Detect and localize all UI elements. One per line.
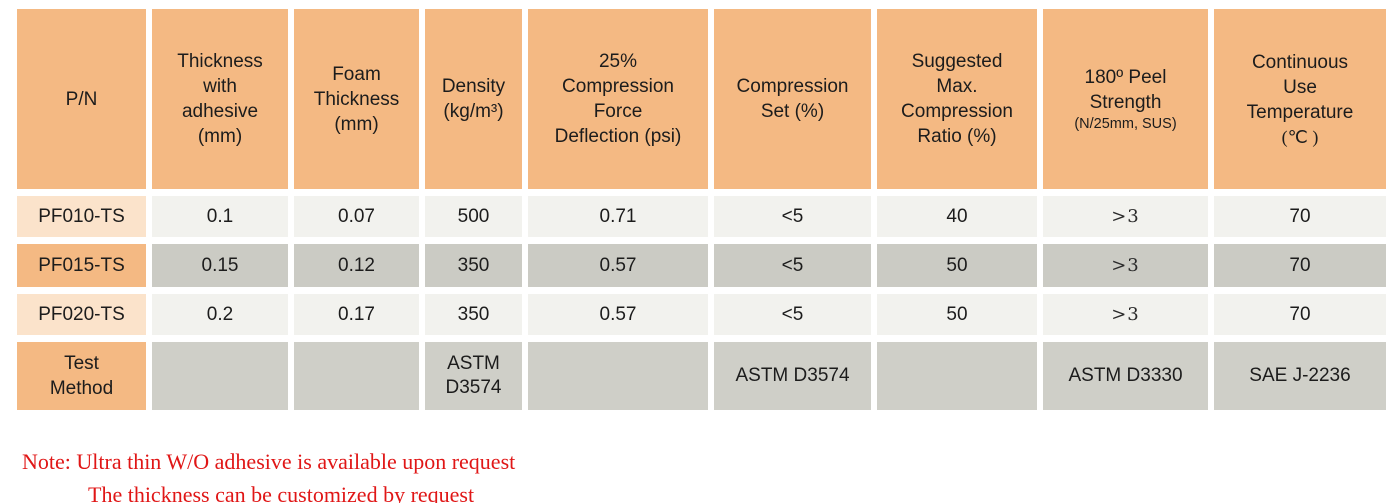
- header-label: Density (kg/m³): [441, 76, 506, 122]
- col-header-compression-set: Compression Set (%): [714, 9, 871, 189]
- cell-value: 70: [1214, 244, 1386, 287]
- table-row-pf010: PF010-TS 0.1 0.07 500 0.71 <5 40 >3 70: [17, 196, 1386, 237]
- col-header-max-compression-ratio: Suggested Max. Compression Ratio (%): [877, 9, 1037, 189]
- cell-test-method: ASTM D3574: [425, 342, 522, 410]
- cell-value: 50: [877, 294, 1037, 335]
- cell-test-method: ASTM D3330: [1043, 342, 1208, 410]
- cell-value: 0.15: [152, 244, 288, 287]
- cell-test-method: ASTM D3574: [714, 342, 871, 410]
- cell-value: 0.71: [528, 196, 708, 237]
- cell-value: 0.12: [294, 244, 419, 287]
- cell-value: >3: [1043, 244, 1208, 287]
- header-label: Suggested Max. Compression Ratio (%): [901, 51, 1013, 147]
- col-header-thickness-with-adhesive: Thickness with adhesive (mm): [152, 9, 288, 189]
- cell-value: 0.57: [528, 244, 708, 287]
- cell-value: <5: [714, 294, 871, 335]
- cell-value: 0.07: [294, 196, 419, 237]
- header-sublabel: (℃ ): [1281, 126, 1319, 147]
- cell-value: >3: [1043, 196, 1208, 237]
- cell-test-method: SAE J-2236: [1214, 342, 1386, 410]
- cell-value: 50: [877, 244, 1037, 287]
- table-row-pf015: PF015-TS 0.15 0.12 350 0.57 <5 50 >3 70: [17, 244, 1386, 287]
- cell-test-method: [528, 342, 708, 410]
- cell-value: 0.1: [152, 196, 288, 237]
- header-label: Continuous Use Temperature: [1246, 51, 1354, 123]
- cell-test-method: [152, 342, 288, 410]
- cell-value: 350: [425, 294, 522, 335]
- cell-value: 350: [425, 244, 522, 287]
- header-label: Thickness with adhesive (mm): [177, 51, 263, 147]
- col-header-continuous-use-temperature: Continuous Use Temperature (℃ ): [1214, 9, 1386, 189]
- cell-pn: PF010-TS: [17, 196, 146, 237]
- test-method-row: Test Method ASTM D3574 ASTM D3574 ASTM D…: [17, 342, 1386, 410]
- cell-value: 0.17: [294, 294, 419, 335]
- col-header-foam-thickness: Foam Thickness (mm): [294, 9, 419, 189]
- header-label: 25% Compression Force Deflection (psi): [554, 51, 682, 147]
- cell-test-method: [294, 342, 419, 410]
- header-sublabel: (N/25mm, SUS): [1074, 115, 1177, 132]
- cell-pn: PF020-TS: [17, 294, 146, 335]
- cell-value: 40: [877, 196, 1037, 237]
- header-row: P/N Thickness with adhesive (mm) Foam Th…: [17, 9, 1386, 189]
- header-label: P/N: [65, 88, 98, 110]
- cell-value: <5: [714, 244, 871, 287]
- col-header-pn: P/N: [17, 9, 146, 189]
- cell-value: >3: [1043, 294, 1208, 335]
- table-row-pf020: PF020-TS 0.2 0.17 350 0.57 <5 50 >3 70: [17, 294, 1386, 335]
- cell-value: 70: [1214, 294, 1386, 335]
- note-line-2: The thickness can be customized by reque…: [88, 482, 475, 503]
- cell-value: 70: [1214, 196, 1386, 237]
- cell-test-method-label: Test Method: [17, 342, 146, 410]
- header-label: Compression Set (%): [736, 76, 849, 122]
- cell-test-method: [877, 342, 1037, 410]
- cell-value: <5: [714, 196, 871, 237]
- header-label: 180º Peel Strength: [1084, 66, 1167, 113]
- header-label: Foam Thickness (mm): [313, 63, 400, 135]
- col-header-peel-strength: 180º Peel Strength (N/25mm, SUS): [1043, 9, 1208, 189]
- footnote: Note: Ultra thin W/O adhesive is availab…: [11, 445, 1396, 503]
- cell-value: 500: [425, 196, 522, 237]
- cell-value: 0.2: [152, 294, 288, 335]
- note-line-1: Note: Ultra thin W/O adhesive is availab…: [22, 449, 516, 474]
- cell-value: 0.57: [528, 294, 708, 335]
- foam-spec-table: P/N Thickness with adhesive (mm) Foam Th…: [11, 2, 1392, 417]
- cell-pn: PF015-TS: [17, 244, 146, 287]
- col-header-density: Density (kg/m³): [425, 9, 522, 189]
- col-header-compression-force-deflection: 25% Compression Force Deflection (psi): [528, 9, 708, 189]
